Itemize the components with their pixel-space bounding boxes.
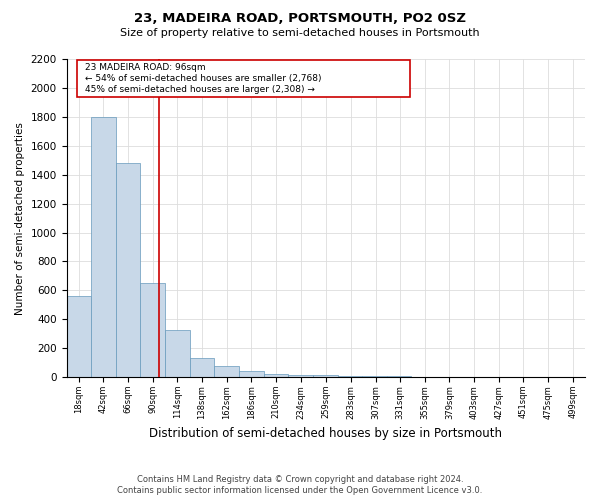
Text: 23, MADEIRA ROAD, PORTSMOUTH, PO2 0SZ: 23, MADEIRA ROAD, PORTSMOUTH, PO2 0SZ (134, 12, 466, 26)
Bar (67, 296, 91, 377)
Bar (263, 374, 288, 377)
Y-axis label: Number of semi-detached properties: Number of semi-detached properties (15, 122, 25, 314)
Text: Contains HM Land Registry data © Crown copyright and database right 2024.: Contains HM Land Registry data © Crown c… (137, 475, 463, 484)
Bar (190, 358, 214, 377)
Bar (387, 376, 412, 377)
Bar (91, 117, 116, 377)
Text: Contains public sector information licensed under the Open Government Licence v3: Contains public sector information licen… (118, 486, 482, 495)
Bar (239, 372, 263, 377)
Text: 45% of semi-detached houses are larger (2,308) →: 45% of semi-detached houses are larger (… (85, 84, 315, 94)
Bar (313, 376, 338, 377)
Bar (140, 283, 165, 377)
Bar (165, 330, 190, 377)
FancyBboxPatch shape (77, 60, 410, 98)
Bar (214, 366, 239, 377)
Bar (116, 163, 140, 377)
X-axis label: Distribution of semi-detached houses by size in Portsmouth: Distribution of semi-detached houses by … (149, 427, 502, 440)
Bar (288, 374, 313, 377)
Text: Size of property relative to semi-detached houses in Portsmouth: Size of property relative to semi-detach… (120, 28, 480, 38)
Bar (338, 376, 362, 377)
Text: ← 54% of semi-detached houses are smaller (2,768): ← 54% of semi-detached houses are smalle… (85, 74, 322, 83)
Bar (362, 376, 387, 377)
Bar (436, 376, 461, 377)
Bar (412, 376, 436, 377)
Text: 23 MADEIRA ROAD: 96sqm: 23 MADEIRA ROAD: 96sqm (85, 63, 206, 72)
